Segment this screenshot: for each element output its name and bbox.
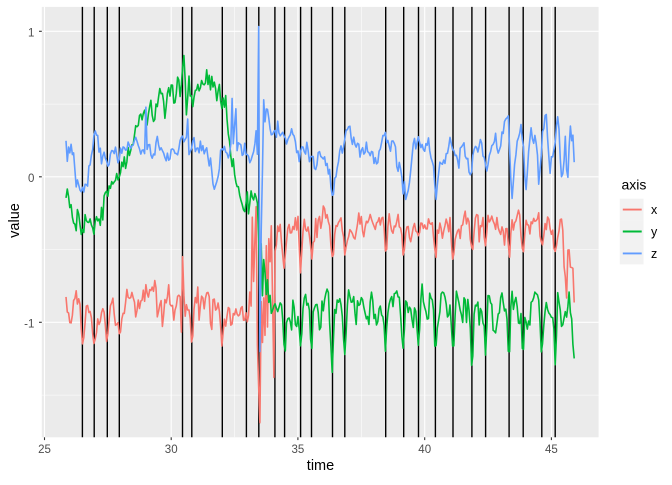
svg-text:30: 30 xyxy=(165,444,178,456)
svg-text:z: z xyxy=(651,247,657,261)
svg-text:time: time xyxy=(307,458,334,474)
svg-text:1: 1 xyxy=(28,28,34,40)
svg-text:0: 0 xyxy=(28,173,34,185)
svg-text:40: 40 xyxy=(418,444,431,456)
svg-text:45: 45 xyxy=(545,444,558,456)
svg-text:35: 35 xyxy=(292,444,305,456)
svg-text:25: 25 xyxy=(38,444,51,456)
svg-text:value: value xyxy=(7,203,23,238)
svg-text:y: y xyxy=(651,225,658,239)
svg-text:-1: -1 xyxy=(24,319,34,331)
svg-text:axis: axis xyxy=(622,176,647,192)
svg-text:x: x xyxy=(651,203,658,217)
